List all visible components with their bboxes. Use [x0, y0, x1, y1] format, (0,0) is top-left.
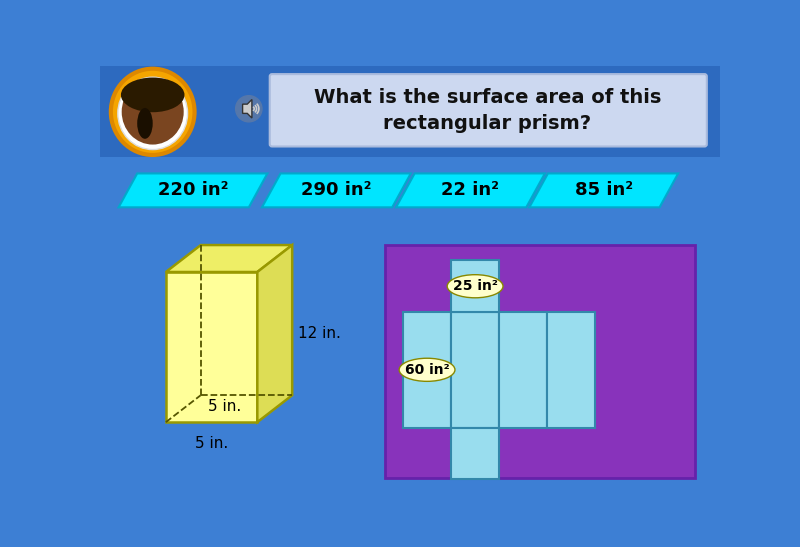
Polygon shape [262, 173, 410, 207]
FancyBboxPatch shape [451, 312, 499, 428]
Ellipse shape [138, 108, 153, 139]
FancyBboxPatch shape [451, 428, 499, 479]
Text: 12 in.: 12 in. [298, 326, 342, 341]
Text: 60 in²: 60 in² [405, 363, 450, 377]
Polygon shape [166, 272, 258, 422]
Text: 220 in²: 220 in² [158, 182, 228, 199]
Text: 85 in²: 85 in² [574, 182, 633, 199]
FancyBboxPatch shape [100, 66, 720, 156]
Ellipse shape [399, 358, 455, 381]
FancyBboxPatch shape [547, 312, 595, 428]
Ellipse shape [121, 78, 185, 112]
Polygon shape [242, 100, 252, 118]
Polygon shape [258, 245, 292, 422]
Ellipse shape [118, 77, 187, 149]
Polygon shape [118, 173, 267, 207]
Text: What is the surface area of this
rectangular prism?: What is the surface area of this rectang… [314, 88, 661, 133]
Polygon shape [530, 173, 678, 207]
FancyBboxPatch shape [386, 245, 695, 478]
Ellipse shape [447, 275, 503, 298]
Text: 5 in.: 5 in. [208, 399, 241, 414]
FancyBboxPatch shape [451, 260, 499, 312]
FancyBboxPatch shape [403, 312, 451, 428]
FancyBboxPatch shape [499, 312, 547, 428]
Ellipse shape [111, 69, 194, 155]
Polygon shape [396, 173, 545, 207]
Text: 25 in²: 25 in² [453, 280, 498, 293]
Ellipse shape [122, 79, 184, 144]
FancyBboxPatch shape [270, 74, 707, 147]
Text: 22 in²: 22 in² [442, 182, 499, 199]
Text: 5 in.: 5 in. [195, 436, 228, 451]
Circle shape [236, 96, 262, 122]
Text: 290 in²: 290 in² [301, 182, 372, 199]
Polygon shape [166, 245, 292, 272]
